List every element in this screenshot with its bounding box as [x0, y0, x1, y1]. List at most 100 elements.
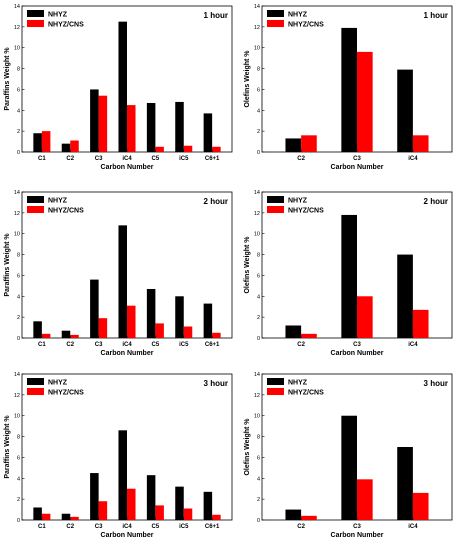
bar-nhyz-cns-c2: [301, 135, 317, 152]
legend-label: NHYZ: [288, 198, 308, 205]
y-tick-label: 2: [17, 497, 20, 503]
bar-nhyz-ic5: [175, 101, 184, 152]
bar-nhyz-c3: [341, 214, 357, 338]
x-tick-label: C3: [95, 156, 103, 162]
bar-nhyz-c61: [203, 113, 213, 152]
panel-time-label: 2 hour: [204, 197, 228, 206]
x-tick-label: iC4: [408, 524, 418, 530]
y-tick-label: 14: [254, 190, 260, 196]
x-tick-label: iC4: [122, 524, 132, 530]
x-tick-label: C3: [95, 342, 103, 348]
y-tick-label: 8: [17, 435, 20, 441]
y-tick-label: 4: [257, 108, 260, 114]
legend-swatch: [27, 206, 44, 213]
y-tick-label: 12: [254, 25, 260, 31]
bar-nhyz-c2: [61, 143, 71, 152]
legend-swatch: [27, 196, 44, 203]
bar-nhyz-cns-c1: [41, 513, 51, 520]
bar-nhyz-cns-c2: [301, 333, 317, 338]
panel-time-label: 1 hour: [204, 11, 228, 20]
legend-label: NHYZ/CNS: [48, 208, 84, 215]
legend-swatch: [267, 388, 284, 395]
legend-label: NHYZ/CNS: [288, 22, 324, 29]
bar-nhyz-cns-c2: [301, 515, 317, 520]
x-tick-label: C5: [152, 524, 160, 530]
y-tick-label: 14: [14, 190, 20, 196]
x-axis-label: Carbon Number: [331, 164, 384, 171]
y-tick-label: 4: [17, 476, 20, 482]
bar-nhyz-c3: [341, 415, 357, 520]
legend-label: NHYZ/CNS: [48, 22, 84, 29]
bar-nhyz-c3: [341, 27, 357, 152]
y-tick-label: 2: [257, 129, 260, 135]
bar-nhyz-c5: [146, 475, 156, 520]
x-tick-label: C5: [152, 342, 160, 348]
chart-panel-4: 0 2 4 6 8 10 12 14 C2 C3 iC4 Carbon Number Olefins W…: [244, 190, 453, 357]
y-tick-label: 10: [254, 46, 260, 52]
bar-nhyz-c3: [90, 473, 99, 520]
panel-time-label: 3 hour: [424, 379, 448, 388]
legend-label: NHYZ/CNS: [288, 208, 324, 215]
x-axis-label: Carbon Number: [331, 350, 384, 357]
chart-panel-1: 0 2 4 6 8 10 12 14 C1 C2 C3 iC4 C5 iC5 C6+1 Carbon Numb…: [4, 4, 233, 171]
bar-nhyz-c2: [285, 138, 302, 152]
bar-nhyz-ic4: [397, 69, 413, 152]
y-tick-label: 0: [257, 518, 260, 524]
bar-nhyz-c1: [33, 507, 42, 520]
legend-swatch: [27, 10, 44, 17]
bar-nhyz-ic4: [118, 225, 127, 338]
bar-nhyz-cns-c61: [212, 146, 221, 152]
y-tick-label: 8: [257, 435, 260, 441]
bar-nhyz-cns-c5: [155, 323, 164, 338]
y-tick-label: 6: [17, 455, 20, 461]
y-tick-label: 14: [14, 4, 20, 10]
y-axis-label: Paraffins Weight %: [4, 233, 11, 297]
y-tick-label: 2: [257, 315, 260, 321]
legend-label: NHYZ: [288, 380, 308, 387]
x-tick-label: C2: [66, 524, 74, 530]
bar-nhyz-cns-c2: [70, 140, 79, 152]
bar-nhyz-c2: [61, 513, 71, 520]
bar-nhyz-cns-c2: [70, 516, 79, 520]
bar-nhyz-cns-c1: [41, 333, 51, 338]
x-tick-label: C3: [353, 342, 361, 348]
y-tick-label: 10: [14, 46, 20, 52]
y-tick-label: 6: [257, 455, 260, 461]
bar-nhyz-c5: [146, 288, 156, 338]
x-tick-label: iC5: [179, 524, 189, 530]
x-tick-label: C5: [152, 156, 160, 162]
y-axis-label: Paraffins Weight %: [4, 47, 11, 111]
x-tick-label: C6+1: [205, 342, 220, 348]
bar-nhyz-c2: [285, 509, 302, 520]
y-tick-label: 4: [17, 108, 20, 114]
y-axis-label: Paraffins Weight %: [4, 415, 11, 479]
legend-swatch: [267, 196, 284, 203]
y-tick-label: 12: [14, 25, 20, 31]
bar-nhyz-cns-c3: [357, 51, 373, 153]
bar-nhyz-c2: [285, 325, 302, 338]
y-tick-label: 10: [254, 232, 260, 238]
bar-nhyz-cns-c61: [212, 332, 221, 338]
legend-swatch: [267, 206, 284, 213]
x-tick-label: C3: [95, 524, 103, 530]
y-tick-label: 10: [14, 232, 20, 238]
bar-nhyz-cns-c5: [155, 146, 164, 152]
bar-nhyz-cns-c3: [98, 318, 108, 338]
y-tick-label: 0: [17, 518, 20, 524]
bar-nhyz-cns-ic4: [412, 492, 429, 520]
legend-swatch: [267, 378, 284, 385]
y-tick-label: 8: [17, 67, 20, 73]
bar-nhyz-c1: [33, 133, 42, 152]
bar-nhyz-c61: [203, 491, 213, 520]
y-tick-label: 0: [17, 336, 20, 342]
y-tick-label: 12: [254, 211, 260, 217]
y-tick-label: 10: [254, 414, 260, 420]
legend-swatch: [27, 20, 44, 27]
y-tick-label: 10: [14, 414, 20, 420]
legend-swatch: [267, 20, 284, 27]
bar-nhyz-cns-ic4: [127, 488, 136, 520]
bar-nhyz-cns-ic4: [412, 135, 429, 152]
y-tick-label: 2: [17, 315, 20, 321]
legend-label: NHYZ: [288, 12, 308, 19]
